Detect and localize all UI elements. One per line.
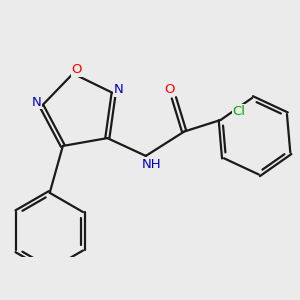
Text: O: O xyxy=(164,83,175,96)
Text: O: O xyxy=(71,63,82,76)
Text: Cl: Cl xyxy=(232,105,245,118)
Text: N: N xyxy=(113,83,123,96)
Text: NH: NH xyxy=(142,158,161,171)
Text: N: N xyxy=(32,96,42,109)
